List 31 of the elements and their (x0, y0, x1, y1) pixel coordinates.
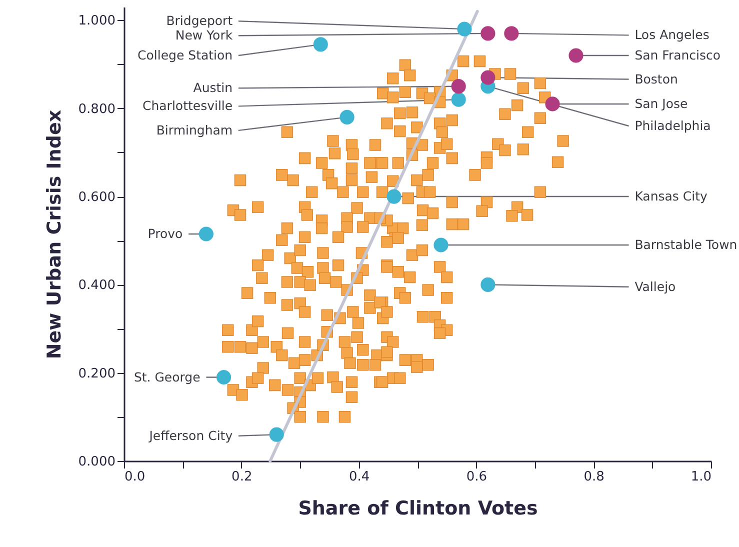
x-tick-label: 0.4 (348, 470, 370, 484)
x-tick-label: 0.2 (232, 470, 252, 484)
annotation: Vallejo (634, 278, 676, 294)
y-tick-label: 0.600 (78, 190, 116, 206)
annotation: Birmingham (156, 122, 233, 138)
x-axis-title: Share of Clinton Votes (298, 498, 538, 520)
annotation: Austin (193, 80, 233, 96)
x-tick-label: 0.8 (584, 470, 604, 484)
annotation: San Francisco (634, 47, 721, 62)
annotation: Los Angeles (634, 27, 710, 42)
annotation: College Station (138, 47, 233, 62)
y-tick-label: 0.200 (78, 366, 116, 382)
annotation: Kansas City (634, 188, 708, 204)
annotation: Bridgeport (166, 13, 233, 28)
annotation: Provo (148, 226, 183, 241)
y-tick-label: 0.800 (78, 102, 116, 117)
y-tick-label: 0.000 (78, 454, 116, 470)
x-tick-label: 0.6 (466, 470, 488, 484)
y-tick-label: 1.000 (78, 14, 116, 29)
annotation: San Jose (634, 96, 688, 111)
annotation: Charlottesville (142, 98, 233, 114)
annotation: Barnstable Town (634, 237, 738, 252)
annotation: New York (175, 28, 234, 43)
x-tick-label: 1.0 (690, 470, 712, 484)
annotation: Jefferson City (148, 428, 234, 443)
annotation: Boston (634, 71, 678, 86)
y-tick-label: 0.400 (78, 278, 116, 294)
annotation: St. George (134, 369, 201, 384)
annotation: Philadelphia (634, 118, 711, 134)
x-tick-label: 0.0 (124, 470, 146, 484)
y-axis-title: New Urban Crisis Index (43, 110, 66, 360)
